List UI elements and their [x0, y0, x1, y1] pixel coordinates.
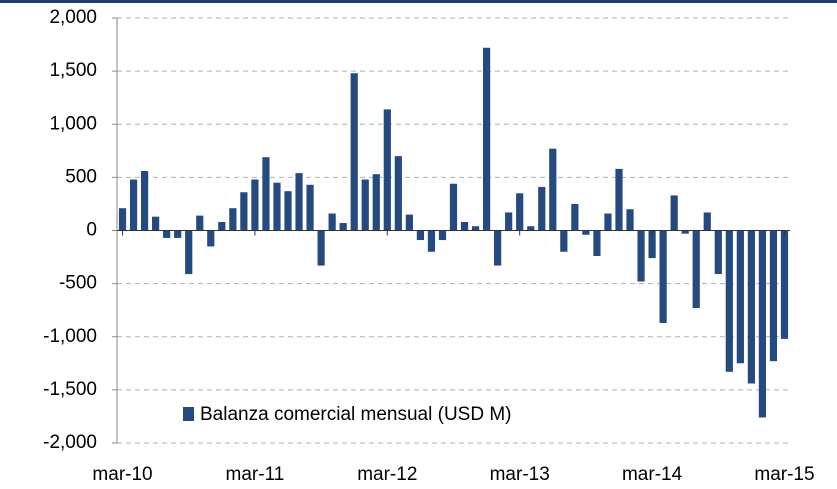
bar: [725, 230, 733, 372]
y-tick-label: -1,500: [43, 379, 97, 400]
bar: [460, 222, 469, 231]
bar: [659, 230, 667, 323]
bar: [152, 216, 160, 231]
bar: [494, 230, 502, 266]
bar: [218, 222, 226, 231]
bar: [703, 212, 711, 231]
bar: [571, 203, 579, 231]
bar: [637, 230, 645, 282]
top-border: [0, 0, 837, 3]
y-tick-label: 1,000: [49, 113, 97, 134]
bar: [405, 214, 413, 231]
bar: [328, 213, 336, 231]
bar: [273, 182, 281, 231]
y-tick-label: 0: [86, 220, 97, 241]
bar: [482, 47, 491, 231]
bar: [582, 230, 590, 235]
bar: [317, 230, 325, 266]
bar: [758, 230, 767, 418]
y-tick-label: -2,000: [43, 432, 97, 453]
bar: [615, 168, 623, 231]
y-tick-label: -1,000: [43, 326, 97, 347]
bar: [140, 171, 149, 231]
bar: [394, 156, 402, 231]
bar: [593, 230, 601, 256]
bar: [626, 209, 634, 231]
bar: [769, 230, 778, 362]
bar: [350, 73, 358, 231]
y-tick-label: 2,000: [49, 7, 97, 28]
bar: [174, 230, 182, 238]
bar: [560, 230, 568, 252]
bar: [549, 148, 557, 231]
bar: [471, 226, 480, 231]
bar: [240, 192, 248, 231]
bar: [670, 195, 678, 231]
bar: [185, 230, 193, 275]
x-tick-label: mar-10: [92, 464, 152, 485]
bar: [262, 157, 270, 231]
bar: [372, 174, 380, 231]
bar: [383, 109, 391, 231]
y-tick-label: 500: [65, 166, 97, 187]
bar: [118, 208, 127, 231]
bar: [229, 208, 237, 231]
bar: [361, 179, 369, 231]
bar: [427, 230, 436, 252]
bar: [416, 230, 425, 241]
legend-label: Balanza comercial mensual (USD M): [200, 404, 512, 425]
bar: [438, 230, 447, 241]
bar: [251, 179, 259, 231]
y-tick-label: 1,500: [49, 60, 97, 81]
x-tick-label: mar-13: [490, 464, 550, 485]
bar: [284, 191, 292, 231]
bar: [681, 230, 689, 234]
bar: [196, 215, 204, 231]
bar: [516, 193, 524, 231]
x-tick-label: mar-12: [357, 464, 417, 485]
bar: [207, 230, 215, 247]
bar: [648, 230, 656, 259]
bar: [736, 230, 744, 364]
bar: [527, 226, 535, 231]
x-tick-label: mar-15: [754, 464, 814, 485]
bar: [295, 173, 303, 231]
y-tick-label: -500: [59, 273, 97, 294]
bar: [747, 230, 755, 384]
x-tick-label: mar-14: [622, 464, 683, 485]
legend-swatch: [183, 407, 194, 421]
bar: [692, 230, 700, 309]
bar: [505, 212, 513, 231]
bar: [449, 183, 458, 231]
bar: [163, 230, 171, 238]
bar: [306, 184, 314, 231]
x-tick-label: mar-11: [226, 464, 285, 485]
bar: [604, 213, 612, 231]
bar: [339, 223, 347, 231]
bar: [780, 230, 789, 339]
bar: [538, 186, 546, 231]
bar: [129, 179, 138, 231]
bar: [714, 230, 722, 275]
